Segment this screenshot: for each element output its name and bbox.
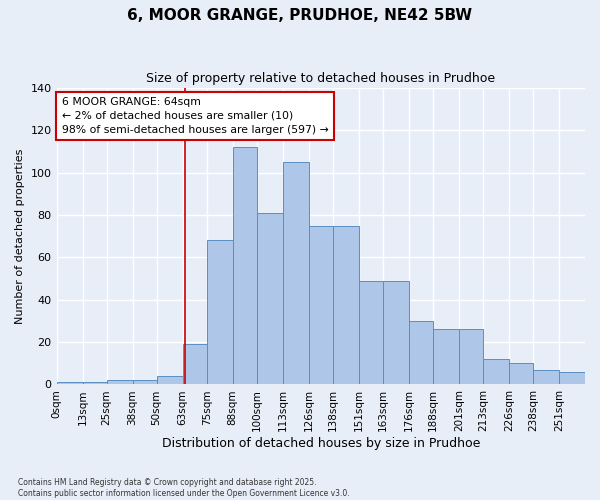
Bar xyxy=(559,372,585,384)
Bar xyxy=(509,364,533,384)
Bar xyxy=(133,380,157,384)
Bar xyxy=(233,148,257,384)
Bar xyxy=(206,240,233,384)
Bar xyxy=(433,330,459,384)
Bar xyxy=(333,226,359,384)
X-axis label: Distribution of detached houses by size in Prudhoe: Distribution of detached houses by size … xyxy=(161,437,480,450)
Y-axis label: Number of detached properties: Number of detached properties xyxy=(15,148,25,324)
Bar xyxy=(182,344,206,385)
Bar xyxy=(309,226,333,384)
Bar xyxy=(383,280,409,384)
Bar xyxy=(533,370,559,384)
Bar xyxy=(283,162,309,384)
Bar xyxy=(83,382,107,384)
Bar xyxy=(483,359,509,384)
Bar xyxy=(157,376,182,384)
Bar xyxy=(409,321,433,384)
Bar xyxy=(107,380,133,384)
Text: 6 MOOR GRANGE: 64sqm
← 2% of detached houses are smaller (10)
98% of semi-detach: 6 MOOR GRANGE: 64sqm ← 2% of detached ho… xyxy=(62,97,329,135)
Bar xyxy=(257,213,283,384)
Title: Size of property relative to detached houses in Prudhoe: Size of property relative to detached ho… xyxy=(146,72,496,86)
Text: 6, MOOR GRANGE, PRUDHOE, NE42 5BW: 6, MOOR GRANGE, PRUDHOE, NE42 5BW xyxy=(127,8,473,22)
Bar xyxy=(459,330,483,384)
Text: Contains HM Land Registry data © Crown copyright and database right 2025.
Contai: Contains HM Land Registry data © Crown c… xyxy=(18,478,350,498)
Bar xyxy=(56,382,83,384)
Bar xyxy=(359,280,383,384)
